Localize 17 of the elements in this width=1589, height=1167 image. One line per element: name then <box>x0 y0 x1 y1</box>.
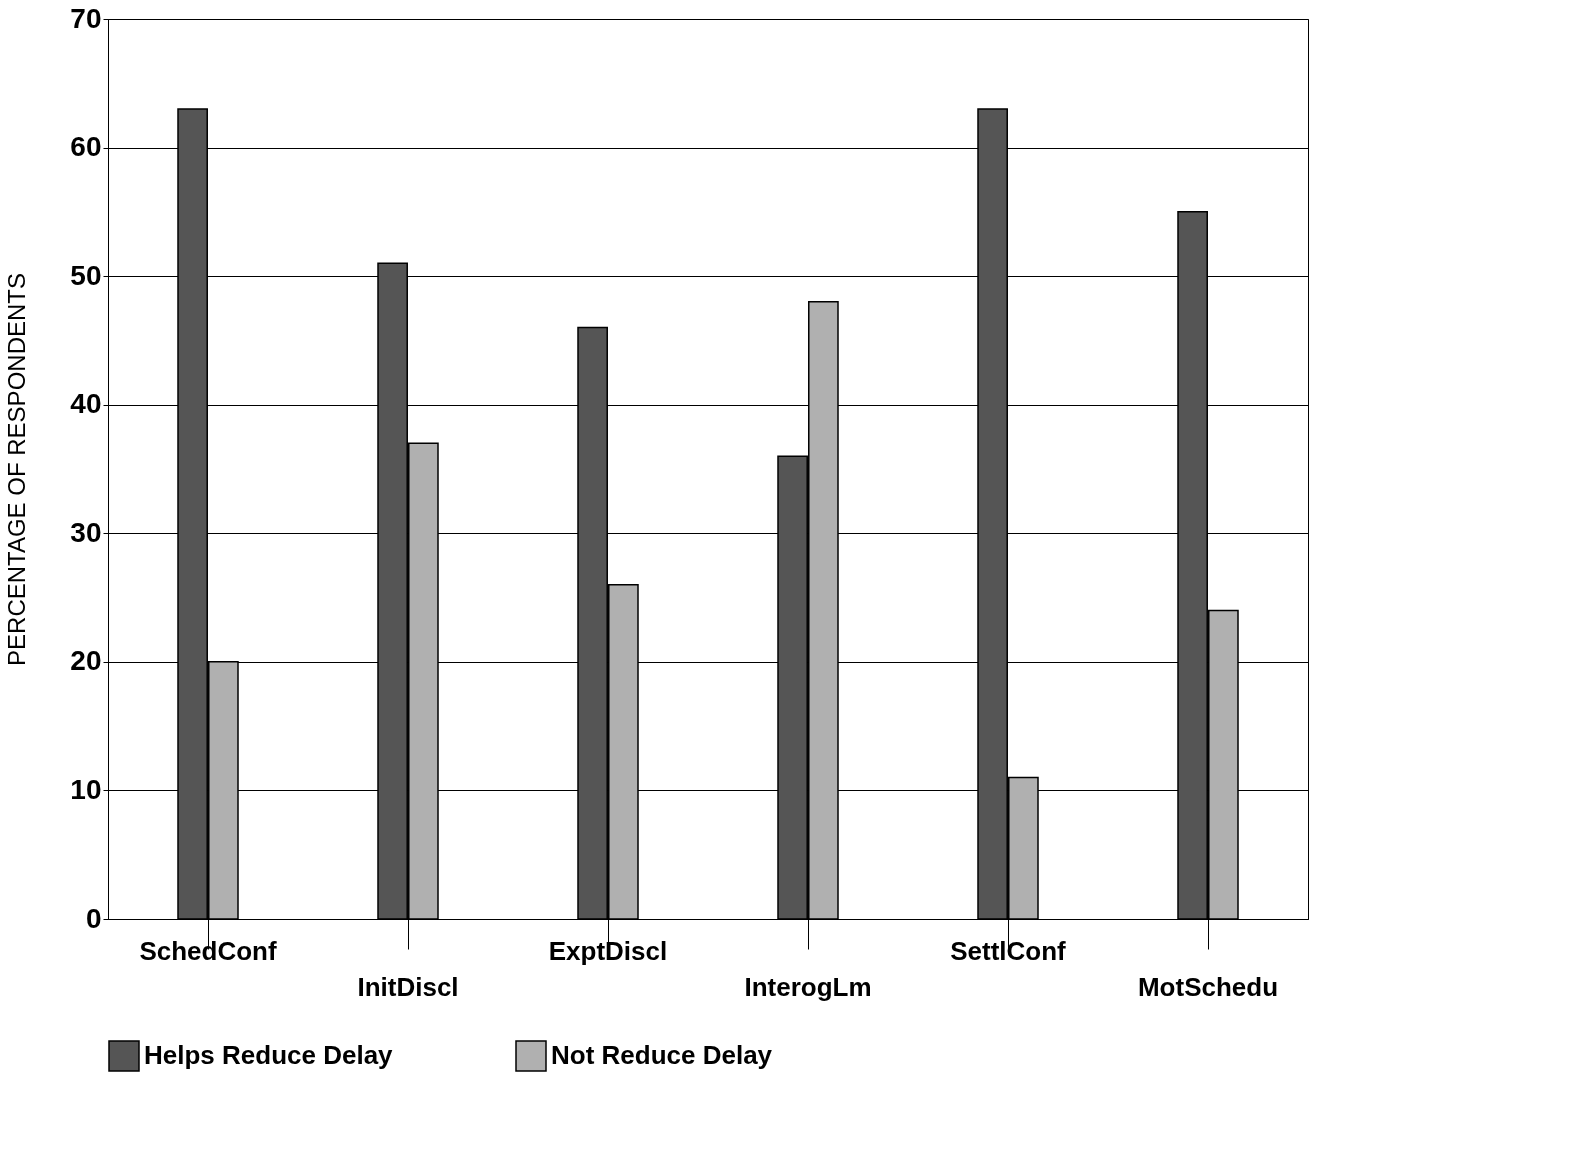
y-axis-title: PERCENTAGE OF RESPONDENTS <box>3 273 31 666</box>
y-tick-label: 40 <box>70 388 102 420</box>
legend-label: Not Reduce Delay <box>551 1040 773 1070</box>
y-tick-label: 10 <box>70 773 102 805</box>
legend-label: Helps Reduce Delay <box>144 1040 394 1070</box>
y-tick-label: 60 <box>70 131 102 163</box>
y-tick-label: 20 <box>70 645 102 677</box>
x-tick-label: SettlConf <box>950 936 1067 966</box>
x-tick-label: InterogLm <box>744 972 872 1002</box>
x-tick-label: ExptDiscl <box>548 936 668 966</box>
x-tick-label: InitDiscl <box>357 972 459 1002</box>
x-tick-label: SchedConf <box>139 936 277 966</box>
y-tick-label: 50 <box>70 259 102 291</box>
y-tick-label: 30 <box>70 516 102 548</box>
x-tick-label: MotSchedu <box>1137 972 1279 1002</box>
y-tick-label: 70 <box>70 2 102 34</box>
y-tick-label: 0 <box>85 902 102 934</box>
